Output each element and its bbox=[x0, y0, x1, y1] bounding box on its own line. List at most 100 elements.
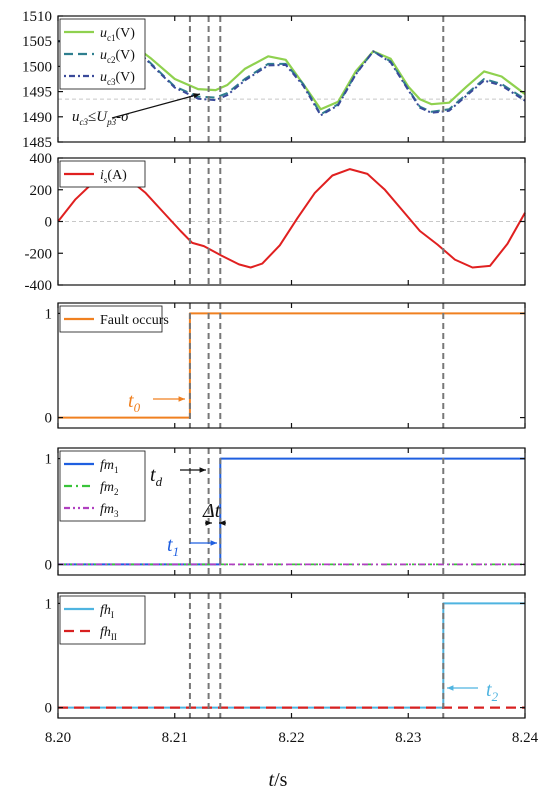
legend-label-suffix: (A) bbox=[107, 168, 127, 183]
annotation-dt-arrow-left bbox=[205, 520, 212, 526]
legend-label-sub: c2 bbox=[107, 55, 116, 65]
legend-label-name: u bbox=[100, 70, 107, 85]
legend-label-name: fm bbox=[100, 458, 114, 473]
annotation-t1-arrow bbox=[190, 540, 217, 546]
y-tick-label: 1495 bbox=[22, 85, 52, 101]
annotation-part: u bbox=[72, 109, 80, 125]
y-tick-label: 1485 bbox=[22, 135, 52, 151]
series-voltage-2 bbox=[58, 40, 526, 116]
annotation-t2-sub: 2 bbox=[492, 689, 499, 704]
y-tick-label: 400 bbox=[30, 151, 53, 167]
x-axis-label-unit: /s bbox=[274, 769, 288, 791]
panel-current: -400 -200 0 200 400 is(A) bbox=[25, 151, 526, 294]
legend-label-suffix: (V) bbox=[116, 26, 136, 41]
legend-label-name: fh bbox=[100, 603, 111, 618]
y-tick-label: 0 bbox=[45, 215, 53, 231]
annotation-t0-sub: 0 bbox=[134, 400, 141, 415]
series-voltage-3 bbox=[58, 40, 526, 117]
legend-box bbox=[59, 450, 146, 522]
annotation-td-arrow bbox=[180, 467, 206, 473]
legend-label-name: i bbox=[100, 168, 104, 183]
x-axis-label: t/s bbox=[269, 769, 288, 791]
x-tick-label: 8.20 bbox=[45, 730, 71, 746]
legend-label-name: Fault occurs bbox=[100, 313, 169, 328]
legend-label-suffix: (V) bbox=[116, 48, 136, 63]
legend-label-name: fm bbox=[100, 502, 114, 517]
y-tick-label: -400 bbox=[25, 278, 53, 294]
x-tick-label: 8.21 bbox=[162, 730, 188, 746]
annotation-t2-arrow bbox=[447, 685, 478, 691]
y-tick-label: 1 bbox=[45, 452, 53, 468]
legend-label: uc2(V) bbox=[100, 48, 135, 65]
legend-label-sub: c1 bbox=[107, 33, 116, 43]
legend-label-sub: s bbox=[104, 175, 108, 185]
annotation-text: uc3≤Up3-σ bbox=[72, 109, 129, 127]
legend-label-name: u bbox=[100, 26, 107, 41]
legend-label-sub: c3 bbox=[107, 77, 116, 87]
annotation-part: -σ bbox=[116, 109, 129, 125]
legend-label-suffix: (V) bbox=[116, 70, 136, 85]
annotation-t2-main: t bbox=[486, 679, 492, 701]
legend-current: is(A) bbox=[59, 160, 146, 188]
y-tick-label: 0 bbox=[45, 557, 53, 573]
legend-box bbox=[59, 595, 146, 645]
legend-label-name: u bbox=[100, 48, 107, 63]
y-tick-label: 0 bbox=[45, 701, 53, 717]
annotation-td-main: t bbox=[150, 464, 156, 486]
annotation-t0-arrow bbox=[153, 396, 185, 402]
y-tick-label: 1490 bbox=[22, 110, 52, 126]
annotation-td-sub: d bbox=[156, 474, 163, 489]
legend-fault: Fault occurs bbox=[59, 305, 169, 333]
annotation-t0: t0 bbox=[128, 390, 141, 415]
legend-label: is(A) bbox=[100, 168, 127, 185]
legend-label: uc3(V) bbox=[100, 70, 135, 87]
legend-label-sub: I bbox=[111, 610, 114, 620]
x-axis-label-var: t bbox=[269, 769, 275, 791]
annotation-part: p3 bbox=[106, 117, 117, 127]
annotation-dt-arrow-right bbox=[219, 520, 226, 526]
annotation-part: c3 bbox=[80, 117, 89, 127]
panel-voltage: 148514901495150015051510uc1(V)uc2(V)uc3(… bbox=[22, 9, 526, 151]
y-tick-label: 1 bbox=[45, 306, 53, 322]
x-tick-label: 8.23 bbox=[395, 730, 421, 746]
annotation-td: td bbox=[150, 464, 163, 489]
legend-label-sub: II bbox=[111, 632, 117, 642]
legend-voltage: uc1(V)uc2(V)uc3(V) bbox=[59, 18, 146, 90]
y-tick-label: 1 bbox=[45, 596, 53, 612]
x-tick-label: 8.24 bbox=[512, 730, 539, 746]
legend-label-name: fh bbox=[100, 625, 111, 640]
annotation-t0-main: t bbox=[128, 390, 134, 412]
legend-label: fm3 bbox=[100, 502, 119, 519]
legend-label: fm2 bbox=[100, 480, 119, 497]
x-tick-label: 8.22 bbox=[278, 730, 304, 746]
legend-label-sub: 3 bbox=[114, 509, 119, 519]
legend-label-sub: 2 bbox=[114, 487, 119, 497]
annotation-t1-sub: 1 bbox=[173, 544, 180, 559]
legend-label: fm1 bbox=[100, 458, 119, 475]
y-tick-label: 1500 bbox=[22, 59, 52, 75]
annotation-t1-main: t bbox=[167, 534, 173, 556]
y-tick-label: 1510 bbox=[22, 9, 52, 25]
annotation-part: ≤U bbox=[88, 109, 108, 125]
y-tick-label: -200 bbox=[25, 246, 53, 262]
legend-label: uc1(V) bbox=[100, 26, 135, 43]
legend-label: Fault occurs bbox=[100, 313, 169, 328]
series-voltage-1 bbox=[58, 40, 526, 111]
legend-label: fhII bbox=[100, 625, 117, 642]
annotation-dt: Δt bbox=[202, 500, 221, 522]
legend-label: fhI bbox=[100, 603, 114, 620]
y-tick-label: 0 bbox=[45, 411, 53, 427]
legend-box bbox=[59, 18, 146, 90]
legend-label-sub: 1 bbox=[114, 465, 119, 475]
y-tick-label: 1505 bbox=[22, 34, 52, 50]
annotation-t2: t2 bbox=[486, 679, 499, 704]
legend-label-name: fm bbox=[100, 480, 114, 495]
annotation-t1: t1 bbox=[167, 534, 179, 559]
annotation-arrow bbox=[111, 93, 201, 119]
